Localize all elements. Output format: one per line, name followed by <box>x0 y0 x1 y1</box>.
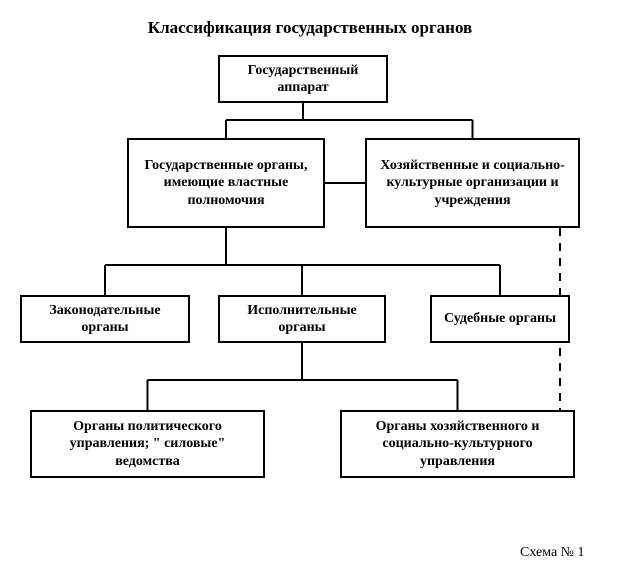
diagram-canvas: Классификация государственных органов Го… <box>0 0 617 570</box>
node-judicial: Судебные органы <box>430 295 570 343</box>
node-political-mgmt: Органы политического управления; " силов… <box>30 410 265 478</box>
caption-scheme-number: Схема № 1 <box>520 545 585 561</box>
node-economic-mgmt: Органы хозяйственного и социально-культу… <box>340 410 575 478</box>
diagram-title: Классификация государственных органов <box>100 18 520 38</box>
node-state-organs: Государственные органы, имеющие властные… <box>127 138 325 228</box>
node-legislative: Законодательные органы <box>20 295 190 343</box>
node-root: Государственный аппарат <box>218 55 388 103</box>
node-executive: Исполнительные органы <box>218 295 386 343</box>
node-economic-orgs: Хозяйственные и социально-культурные орг… <box>365 138 580 228</box>
